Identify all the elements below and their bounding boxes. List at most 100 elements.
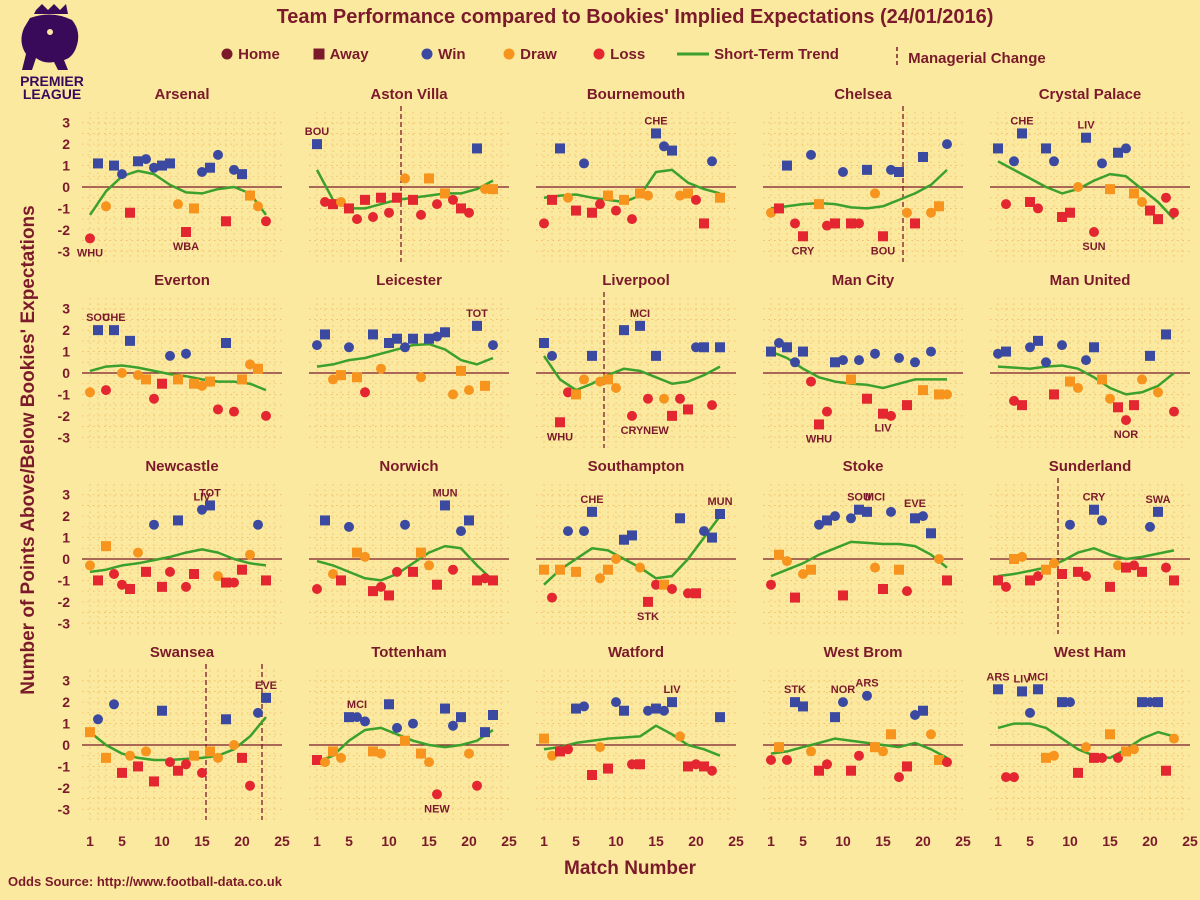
x-tick-label: 10 (835, 833, 851, 849)
data-point-home (806, 376, 816, 387)
x-tick-label: 5 (1026, 833, 1034, 849)
x-tick-label: 10 (381, 833, 397, 849)
logo-line2: LEAGUE (23, 86, 81, 100)
data-point-away (1121, 562, 1131, 573)
manager-change-line-icon (896, 47, 898, 67)
data-point-away (456, 365, 466, 376)
opponent-label: LIV (1077, 120, 1095, 132)
opponent-label: NEW (424, 803, 450, 815)
data-point-home (675, 190, 685, 201)
data-point-away (683, 761, 693, 772)
y-tick-label: -3 (58, 615, 71, 631)
legend-win: Win (420, 46, 466, 63)
data-point-home (1161, 562, 1171, 573)
trend-line (997, 722, 1175, 760)
data-point-away (352, 547, 362, 558)
data-point-home (117, 579, 127, 590)
data-point-home (1049, 156, 1059, 167)
data-point-away (619, 194, 629, 205)
data-point-home (253, 201, 263, 212)
data-point-away (237, 752, 247, 763)
opponent-label: WHU (77, 247, 103, 259)
data-point-away (1057, 697, 1067, 708)
y-tick-label: 1 (62, 716, 70, 732)
y-tick-label: -1 (58, 386, 71, 402)
data-point-home (886, 410, 896, 421)
data-point-home (870, 348, 880, 359)
panel-crystal-palace: Crystal Palace CHE LIV SUN (990, 86, 1190, 262)
data-point-home (830, 511, 840, 522)
panel-liverpool: Liverpool WHU MCI CRY NEW (536, 272, 736, 448)
opponent-label: NOR (1114, 429, 1139, 441)
data-point-away (133, 761, 143, 772)
opponent-label: NEW (643, 425, 669, 437)
data-point-away (440, 703, 450, 714)
data-point-home (488, 340, 498, 351)
data-point-home (245, 549, 255, 560)
data-point-home (611, 554, 621, 564)
data-point-away (440, 188, 450, 199)
data-point-home (376, 748, 386, 759)
y-tick-label: 0 (62, 551, 70, 567)
loss-marker-icon (593, 48, 605, 60)
data-point-home (993, 348, 1003, 359)
x-tick-label: 1 (994, 833, 1002, 849)
data-point-home (707, 156, 717, 167)
trend-line (770, 350, 947, 390)
panel-title: Leicester (376, 272, 442, 289)
data-point-away (862, 164, 872, 175)
data-point-away (619, 534, 629, 545)
data-point-away (587, 506, 597, 517)
data-point-away (488, 710, 498, 720)
data-point-away (1105, 184, 1115, 195)
x-tick-label: 25 (274, 833, 290, 849)
data-point-home (85, 387, 95, 398)
x-tick-label: 15 (194, 833, 210, 849)
data-point-away (1089, 752, 1099, 763)
data-point-away (1017, 686, 1027, 697)
data-point-away (416, 547, 426, 558)
panel-leicester: Leicester TOT (309, 272, 509, 448)
legend-away-label: Away (329, 46, 369, 63)
data-point-home (480, 184, 490, 195)
data-point-away (133, 156, 143, 167)
data-point-home (862, 690, 872, 701)
data-point-away (894, 167, 904, 177)
data-point-home (448, 389, 458, 400)
legend-home-label: Home (238, 46, 280, 63)
data-point-home (149, 162, 159, 173)
data-point-away (93, 158, 103, 169)
panel-title: Chelsea (834, 86, 892, 103)
data-point-home (659, 393, 669, 404)
legend-draw-label: Draw (520, 46, 557, 63)
data-point-away (790, 697, 800, 708)
data-point-home (368, 212, 378, 222)
panel-southampton: Southampton CHE STK MUN (536, 458, 736, 634)
data-point-home (229, 577, 239, 588)
data-point-away (1113, 402, 1123, 413)
data-point-home (400, 519, 410, 530)
y-tick-label: 3 (62, 487, 70, 503)
data-point-away (237, 564, 247, 575)
data-point-home (1001, 199, 1011, 210)
data-point-home (336, 197, 346, 207)
data-point-home (384, 207, 394, 218)
data-point-away (571, 566, 581, 577)
data-point-away (472, 575, 482, 586)
data-point-home (245, 359, 255, 370)
y-tick-label: 0 (62, 179, 70, 195)
trend-line (542, 355, 721, 392)
data-point-away (774, 549, 784, 560)
data-point-away (376, 192, 386, 203)
data-point-away (539, 564, 549, 575)
data-point-home (85, 233, 95, 244)
data-point-away (432, 579, 442, 590)
data-point-home (699, 526, 709, 537)
x-tick-label: 15 (648, 833, 664, 849)
data-point-home (1129, 560, 1139, 571)
data-point-home (659, 141, 669, 152)
data-point-away (830, 712, 840, 723)
data-point-away (328, 199, 338, 210)
data-point-away (416, 748, 426, 759)
data-point-home (627, 759, 637, 770)
